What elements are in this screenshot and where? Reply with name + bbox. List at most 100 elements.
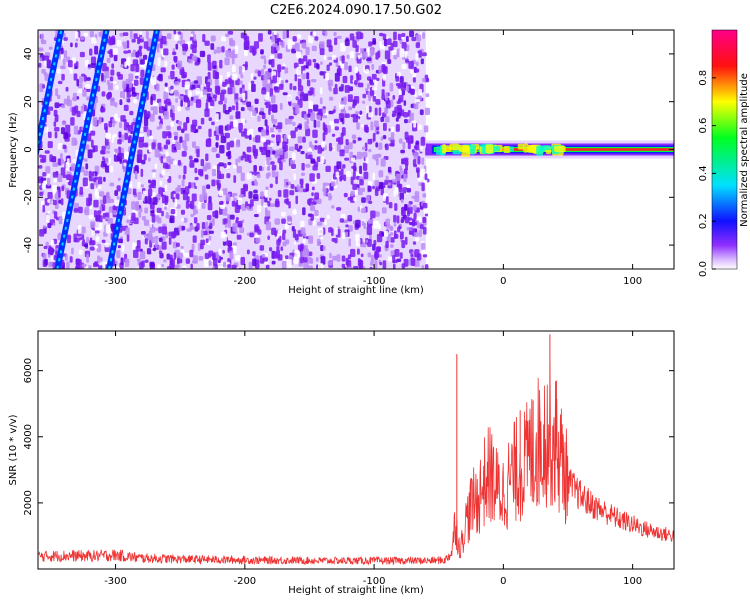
noise-speck	[399, 192, 404, 201]
noise-speck	[65, 86, 69, 92]
noise-speck	[296, 34, 302, 39]
noise-speck	[202, 34, 206, 43]
noise-speck	[401, 158, 405, 165]
noise-speck	[231, 200, 236, 207]
noise-speck	[71, 247, 74, 255]
noise-speck	[220, 132, 225, 137]
noise-speck	[389, 225, 393, 231]
noise-speck	[320, 148, 325, 152]
noise-speck	[194, 176, 199, 181]
noise-speck	[99, 215, 103, 223]
noise-speck	[161, 210, 164, 217]
noise-speck	[49, 154, 53, 162]
noise-speck	[350, 75, 354, 84]
noise-speck	[229, 214, 235, 220]
noise-speck	[396, 100, 401, 105]
noise-speck	[181, 151, 187, 157]
spectrogram-heatmap	[38, 30, 674, 269]
noise-speck	[253, 164, 257, 172]
noise-speck	[385, 100, 391, 109]
noise-speck	[314, 140, 318, 144]
noise-speck	[218, 201, 224, 205]
noise-speck	[238, 197, 242, 206]
noise-speck	[406, 85, 409, 92]
noise-speck	[50, 240, 55, 246]
noise-speck	[180, 209, 185, 215]
noise-speck	[124, 132, 128, 140]
noise-speck	[191, 243, 195, 252]
noise-speck	[381, 64, 386, 73]
noise-speck	[379, 32, 384, 37]
noise-speck	[315, 257, 319, 262]
noise-speck	[164, 197, 168, 206]
noise-speck	[392, 40, 398, 48]
noise-speck	[66, 234, 71, 244]
noise-speck	[307, 199, 312, 205]
noise-speck	[389, 82, 394, 92]
noise-speck	[372, 154, 376, 160]
noise-speck	[411, 218, 415, 227]
noise-speck	[257, 115, 261, 122]
noise-speck	[348, 106, 353, 111]
noise-speck	[403, 168, 408, 175]
noise-speck	[269, 55, 274, 59]
noise-speck	[312, 31, 317, 36]
noise-speck	[127, 49, 131, 54]
noise-speck	[215, 142, 219, 148]
noise-speck	[73, 125, 79, 135]
noise-speck	[83, 75, 87, 82]
noise-speck	[248, 134, 252, 141]
noise-speck	[58, 199, 62, 204]
noise-speck	[184, 133, 190, 142]
noise-speck	[393, 214, 397, 223]
noise-speck	[114, 190, 119, 196]
noise-speck	[355, 238, 361, 247]
noise-speck	[263, 142, 268, 151]
noise-speck	[413, 120, 417, 128]
noise-speck	[355, 111, 360, 115]
noise-speck	[271, 95, 276, 104]
doppler-track	[38, 30, 65, 159]
noise-speck	[218, 248, 222, 256]
noise-speck	[253, 41, 260, 49]
noise-speck	[110, 69, 115, 76]
signal-blob	[485, 144, 494, 154]
noise-speck	[116, 185, 121, 192]
noise-speck	[204, 252, 209, 260]
noise-speck	[235, 101, 239, 111]
y-tick-label: -20	[23, 189, 34, 205]
noise-speck	[382, 134, 387, 140]
noise-speck	[90, 130, 96, 136]
noise-speck	[60, 198, 64, 206]
noise-speck	[182, 43, 188, 49]
noise-speck	[104, 150, 111, 154]
noise-speck	[410, 89, 414, 95]
noise-speck	[271, 104, 278, 113]
noise-speck	[80, 35, 85, 41]
noise-speck	[332, 255, 337, 261]
noise-speck	[249, 232, 254, 238]
noise-speck	[378, 142, 383, 150]
noise-speck	[99, 256, 103, 262]
noise-speck	[226, 261, 230, 265]
noise-speck	[394, 249, 400, 257]
noise-speck	[252, 193, 259, 200]
noise-speck	[90, 183, 95, 190]
noise-speck	[385, 92, 388, 101]
noise-speck	[288, 101, 292, 107]
noise-speck	[146, 128, 150, 137]
noise-speck	[282, 92, 288, 96]
noise-speck	[399, 223, 403, 227]
noise-speck	[408, 217, 413, 221]
noise-speck	[229, 50, 235, 59]
noise-speck	[211, 179, 216, 187]
noise-speck	[238, 129, 242, 133]
noise-speck	[227, 219, 232, 229]
noise-speck	[322, 115, 328, 119]
noise-speck	[413, 145, 418, 150]
noise-speck	[405, 44, 410, 52]
noise-speck	[312, 58, 317, 63]
noise-speck	[357, 137, 362, 141]
noise-speck	[122, 80, 126, 90]
noise-speck	[412, 77, 416, 83]
